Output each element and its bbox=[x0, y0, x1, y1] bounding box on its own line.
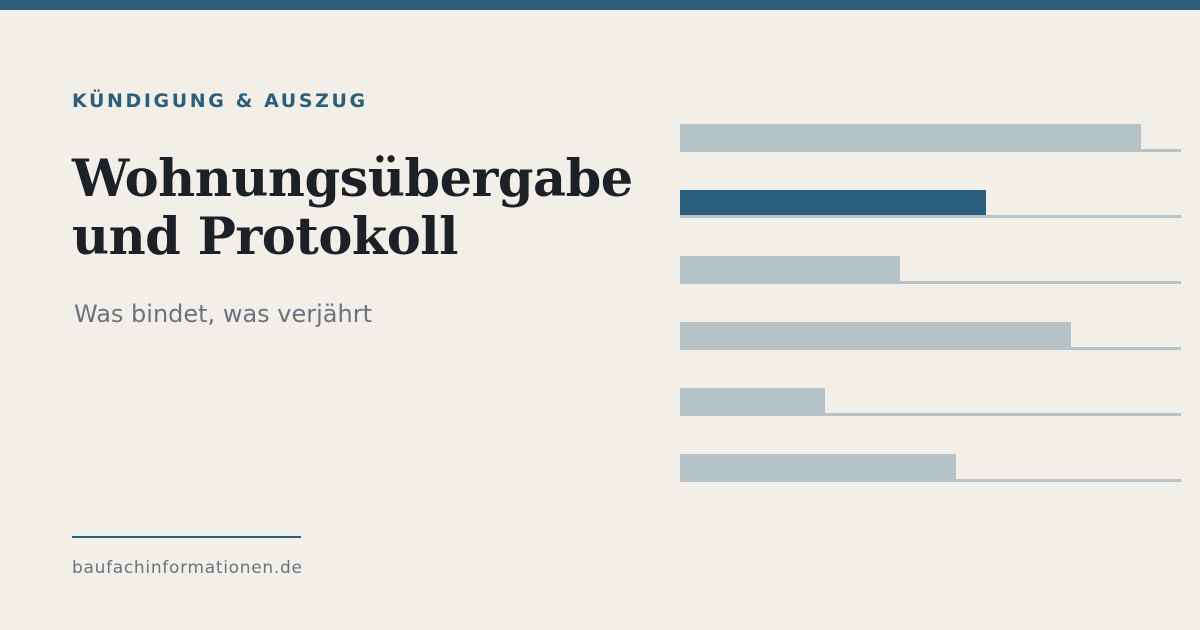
bar-row bbox=[680, 454, 1181, 484]
bar-row bbox=[680, 322, 1181, 352]
top-accent-bar bbox=[0, 0, 1200, 10]
bar-track bbox=[680, 413, 1181, 416]
bar-row bbox=[680, 124, 1181, 154]
footer-divider bbox=[72, 536, 301, 538]
bar-row bbox=[680, 190, 1181, 220]
bar-fill bbox=[680, 124, 1141, 152]
bar-track bbox=[680, 281, 1181, 284]
subtitle: Was bindet, was verjährt bbox=[74, 300, 372, 328]
site-url: baufachinformationen.de bbox=[72, 558, 303, 578]
bar-fill bbox=[680, 388, 825, 416]
category-label: KÜNDIGUNG & AUSZUG bbox=[72, 90, 368, 112]
bar-row bbox=[680, 256, 1181, 286]
bar-row bbox=[680, 388, 1181, 418]
bar-fill bbox=[680, 322, 1071, 350]
bar-track bbox=[680, 215, 1181, 218]
title-line-2: und Protokoll bbox=[72, 207, 459, 267]
bar-fill bbox=[680, 190, 986, 215]
title-line-1: Wohnungsübergabe bbox=[72, 149, 633, 209]
bar-fill bbox=[680, 256, 900, 284]
page-title: Wohnungsübergabe und Protokoll bbox=[72, 150, 652, 266]
decorative-bars bbox=[680, 124, 1181, 484]
bar-fill bbox=[680, 454, 956, 482]
